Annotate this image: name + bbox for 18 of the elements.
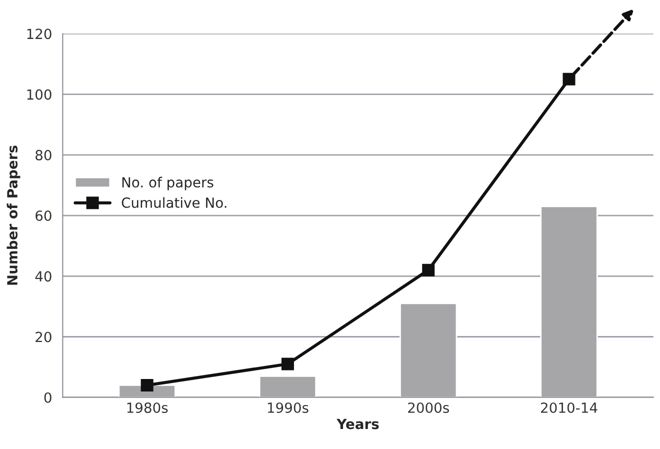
point <box>422 264 435 276</box>
legend-label: No. of papers <box>122 176 214 190</box>
y-tick-label: 60 <box>36 210 52 221</box>
x-axis-title: Years <box>336 418 379 430</box>
x-tick-label: 2010-14 <box>541 402 598 413</box>
y-tick-label: 20 <box>36 332 52 342</box>
x-tick-label: 2000s <box>408 402 449 413</box>
y-tick-label: 120 <box>27 28 52 40</box>
x-tick-label: 1990s <box>268 402 308 413</box>
point <box>281 358 294 370</box>
y-tick-label: 100 <box>27 89 52 100</box>
y-tick-label: 0 <box>44 392 52 403</box>
y-axis-title: Number of Papers <box>6 146 20 285</box>
x-tick-label: 1980s <box>127 402 168 413</box>
y-tick-label: 80 <box>36 150 52 160</box>
legend-label: Cumulative No. <box>122 197 226 208</box>
point <box>140 378 154 392</box>
y-tick-label: 40 <box>35 271 52 282</box>
